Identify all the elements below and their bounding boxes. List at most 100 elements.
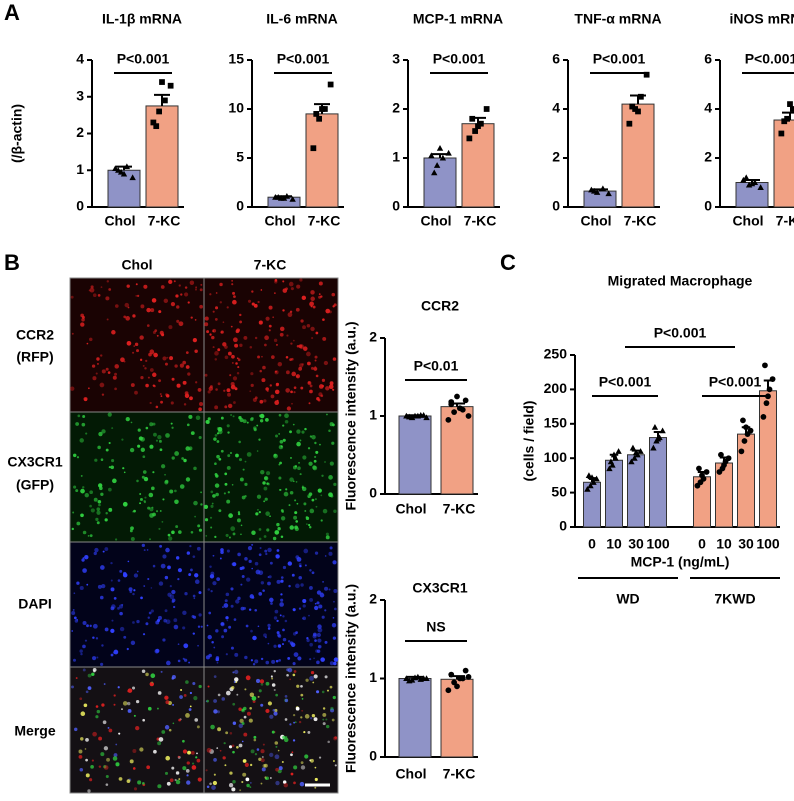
cell bbox=[276, 631, 280, 635]
cell bbox=[329, 422, 334, 427]
y-tick-label: 250 bbox=[544, 346, 568, 362]
cell bbox=[84, 748, 87, 750]
y-tick-label: 2 bbox=[704, 149, 712, 165]
cell bbox=[269, 752, 274, 757]
cell bbox=[226, 619, 229, 622]
cell bbox=[238, 440, 241, 444]
cell bbox=[143, 499, 146, 503]
cell bbox=[285, 388, 290, 393]
cell bbox=[217, 382, 221, 386]
cell bbox=[209, 293, 212, 296]
cell bbox=[249, 594, 254, 599]
cell bbox=[309, 642, 313, 647]
cell bbox=[187, 750, 191, 755]
cell bbox=[93, 551, 97, 556]
cell bbox=[273, 644, 277, 648]
cell bbox=[263, 500, 266, 503]
cell bbox=[77, 414, 81, 418]
cell bbox=[163, 618, 167, 623]
cell bbox=[99, 486, 103, 491]
cell bbox=[100, 595, 104, 600]
chart-title: CX3CR1 bbox=[412, 580, 467, 596]
data-point bbox=[469, 115, 476, 122]
cell bbox=[206, 699, 209, 703]
cell bbox=[259, 419, 264, 423]
cell bbox=[204, 322, 209, 327]
cell bbox=[155, 439, 159, 442]
cell bbox=[178, 718, 181, 722]
cell bbox=[168, 728, 172, 732]
cell bbox=[215, 306, 219, 310]
cell bbox=[126, 779, 131, 784]
cell bbox=[294, 465, 298, 468]
cell bbox=[155, 510, 159, 513]
cell bbox=[282, 424, 285, 427]
cell bbox=[158, 737, 164, 742]
cell bbox=[274, 530, 280, 535]
cell bbox=[258, 553, 262, 557]
cell bbox=[196, 752, 198, 755]
cell bbox=[227, 403, 233, 409]
cell bbox=[113, 596, 117, 600]
cell bbox=[265, 776, 270, 781]
cell bbox=[179, 695, 183, 699]
cell bbox=[293, 515, 298, 520]
data-point bbox=[153, 123, 160, 130]
cell bbox=[140, 436, 145, 442]
cell bbox=[220, 621, 225, 627]
cell bbox=[317, 488, 322, 493]
cell bbox=[157, 741, 162, 746]
cell bbox=[133, 573, 139, 578]
cell bbox=[302, 325, 306, 330]
bar bbox=[305, 113, 339, 208]
cell bbox=[215, 292, 218, 294]
cell bbox=[281, 643, 285, 646]
cell bbox=[244, 557, 248, 561]
cell bbox=[270, 602, 273, 605]
cell bbox=[283, 737, 289, 743]
cell bbox=[108, 487, 112, 492]
data-point bbox=[635, 108, 641, 115]
cell bbox=[82, 415, 86, 418]
cell bbox=[136, 570, 139, 573]
cell bbox=[243, 335, 248, 340]
x-tick-label: 30 bbox=[738, 536, 754, 552]
cell bbox=[158, 310, 162, 314]
cell bbox=[269, 561, 273, 565]
y-tick-label: 2 bbox=[369, 591, 377, 607]
cell bbox=[178, 530, 182, 534]
cell bbox=[258, 592, 263, 596]
x-tick-label: 7-KC bbox=[308, 213, 341, 229]
cell bbox=[168, 279, 173, 284]
cell bbox=[305, 678, 309, 682]
row-label: CX3CR1 bbox=[7, 454, 62, 470]
cell bbox=[185, 477, 191, 482]
cell bbox=[307, 447, 311, 450]
cell bbox=[280, 579, 284, 583]
cell bbox=[190, 568, 193, 572]
data-point bbox=[439, 154, 447, 161]
cell bbox=[317, 644, 322, 649]
cell bbox=[311, 434, 316, 440]
cell bbox=[318, 281, 323, 286]
cell bbox=[260, 682, 264, 686]
cell bbox=[296, 684, 300, 688]
cell bbox=[299, 473, 302, 476]
cell bbox=[252, 662, 256, 666]
cell bbox=[101, 584, 106, 589]
cell bbox=[143, 585, 146, 587]
cell bbox=[169, 356, 174, 361]
y-axis-label: (cells / field) bbox=[521, 401, 537, 482]
error-bar bbox=[432, 153, 448, 158]
cell bbox=[300, 319, 304, 323]
cell bbox=[282, 780, 287, 784]
cell bbox=[97, 584, 102, 589]
cell bbox=[265, 552, 268, 556]
cell bbox=[243, 715, 247, 719]
y-tick-label: 6 bbox=[552, 51, 560, 67]
cell bbox=[206, 624, 209, 627]
cell bbox=[76, 456, 80, 459]
cell bbox=[94, 458, 98, 462]
cell bbox=[216, 710, 220, 714]
cell bbox=[262, 589, 265, 592]
